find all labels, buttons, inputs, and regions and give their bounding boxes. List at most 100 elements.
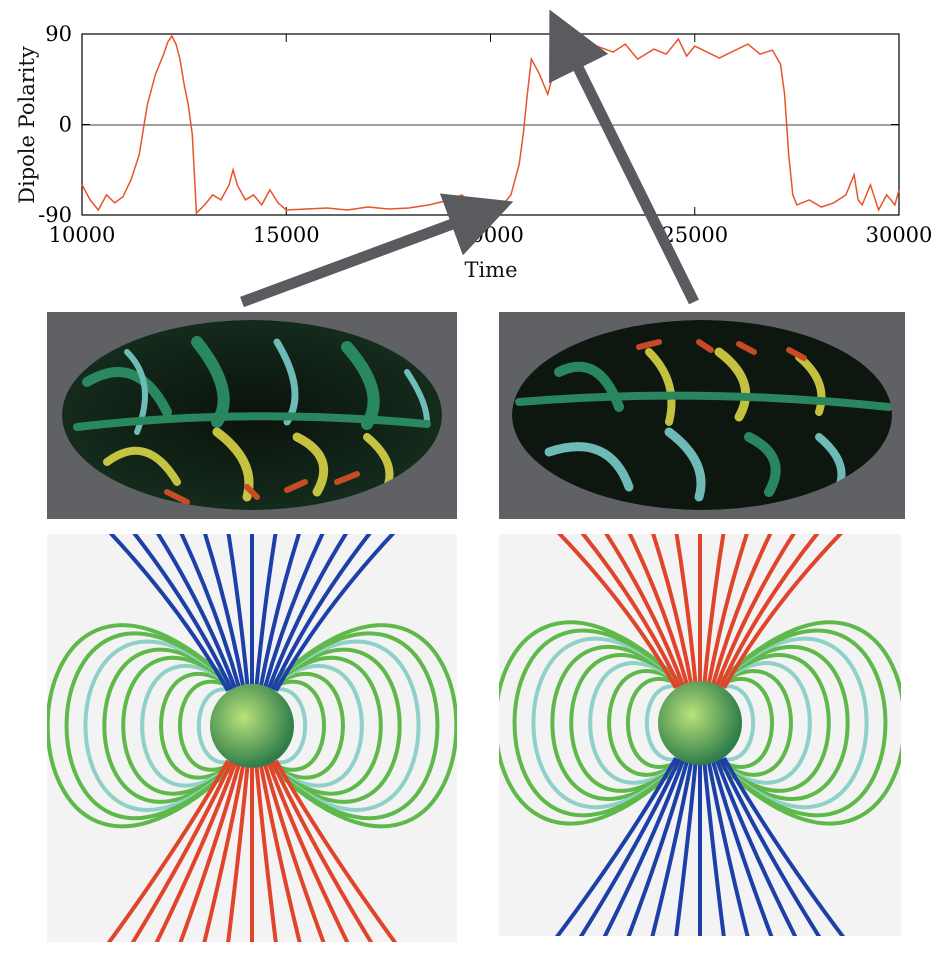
annotation-arrow — [240, 193, 514, 308]
core-sphere — [658, 680, 742, 765]
field-line — [140, 664, 246, 788]
field-line — [512, 628, 694, 818]
field-line — [706, 669, 793, 777]
x-tick-label: 10000 — [49, 223, 116, 247]
field-line — [266, 760, 350, 942]
field-line — [203, 534, 246, 692]
field-line — [588, 661, 694, 785]
x-tick-label: 25000 — [661, 223, 728, 247]
field-line — [258, 760, 302, 942]
y-tick-label: 90 — [45, 22, 72, 46]
field-line — [569, 653, 694, 793]
y-tick-label: 0 — [59, 113, 72, 137]
field-line — [706, 676, 774, 769]
field-line — [706, 757, 750, 936]
field-line — [706, 534, 749, 689]
field-line — [718, 534, 820, 689]
field-line — [604, 534, 686, 689]
field-line — [202, 760, 246, 942]
field-line — [706, 684, 755, 762]
field-line — [83, 639, 246, 812]
y-axis-ticks: -90 0 90 — [38, 22, 899, 227]
field-line — [706, 620, 901, 826]
field-line — [102, 647, 246, 804]
field-line — [626, 757, 690, 936]
field-line — [154, 760, 238, 942]
field-line — [108, 534, 230, 692]
field-line — [258, 639, 421, 812]
field-line — [555, 756, 678, 936]
field-line — [274, 534, 396, 692]
field-line — [179, 534, 242, 692]
field-line — [254, 760, 278, 942]
field-line — [714, 757, 798, 936]
field-line — [607, 669, 694, 777]
field-line — [121, 655, 246, 796]
field-line — [706, 644, 850, 801]
field-line — [578, 757, 682, 936]
field-line — [155, 534, 238, 692]
field-line — [706, 636, 869, 810]
annotation-arrows — [240, 9, 699, 308]
field-line — [258, 534, 301, 692]
field-line — [254, 534, 278, 691]
field-line — [270, 759, 374, 942]
field-line — [132, 534, 234, 692]
field-line — [645, 684, 694, 762]
field-line — [627, 534, 690, 689]
surface-field-map-right — [499, 312, 905, 519]
surface-field-map-left — [47, 312, 457, 519]
field-line — [706, 628, 888, 818]
field-line — [258, 671, 345, 780]
field-line — [106, 759, 230, 942]
field-line — [702, 534, 726, 689]
field-line — [226, 534, 250, 691]
field-line — [262, 534, 325, 692]
field-line — [626, 676, 694, 769]
field-line — [258, 623, 457, 829]
annotation-arrow — [549, 9, 699, 305]
field-line — [674, 534, 698, 689]
field-line — [710, 534, 773, 689]
y-axis-label: Dipole Polarity — [15, 46, 39, 204]
field-line — [159, 671, 246, 780]
field-line — [650, 757, 694, 936]
field-line — [266, 534, 349, 692]
field-line — [556, 534, 678, 689]
field-line — [258, 687, 307, 765]
field-line — [47, 623, 246, 829]
field-line — [706, 661, 812, 785]
field-line — [722, 534, 844, 689]
field-line — [499, 620, 694, 826]
field-line — [706, 653, 831, 793]
field-line — [178, 679, 246, 772]
field-line — [718, 757, 822, 936]
field-line — [580, 534, 682, 689]
core-sphere — [210, 683, 294, 768]
field-line — [274, 759, 398, 942]
x-tick-label: 15000 — [253, 223, 320, 247]
field-line — [197, 687, 246, 765]
y-tick-label: -90 — [38, 203, 72, 227]
field-line — [178, 760, 242, 942]
field-line — [258, 655, 383, 796]
field-line — [714, 534, 796, 689]
field-line — [130, 759, 234, 942]
field-line — [550, 644, 694, 801]
field-line — [64, 631, 246, 821]
field-line — [258, 679, 326, 772]
field-line — [531, 636, 694, 810]
field-line — [270, 534, 372, 692]
field-line — [262, 760, 326, 942]
field-line — [258, 647, 402, 804]
x-axis-label: Time — [464, 258, 517, 282]
field-line — [674, 757, 698, 936]
field-line — [722, 756, 845, 936]
field-line — [710, 757, 774, 936]
x-tick-label: 30000 — [866, 223, 933, 247]
field-line — [258, 631, 440, 821]
field-lines-right — [499, 534, 901, 936]
field-line — [702, 757, 726, 936]
